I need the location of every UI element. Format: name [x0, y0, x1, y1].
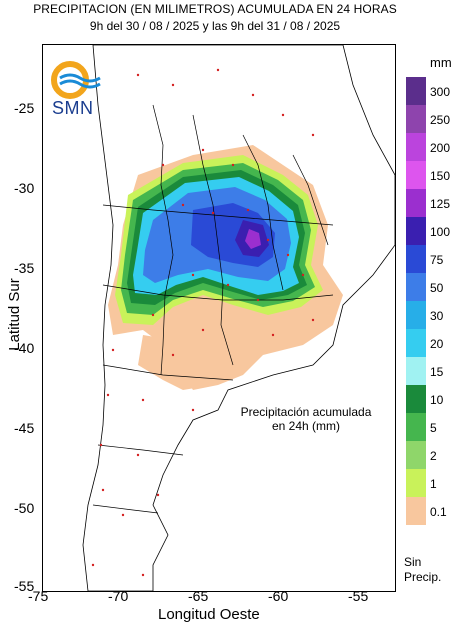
legend-swatch — [406, 245, 426, 273]
legend-label: 100 — [430, 225, 451, 239]
legend-swatch — [406, 133, 426, 161]
annotation-line2: en 24h (mm) — [271, 419, 341, 433]
legend-swatch — [406, 441, 426, 469]
legend-label: 10 — [430, 393, 444, 407]
y-tick-2: -30 — [14, 180, 35, 196]
legend-swatch — [406, 469, 426, 497]
precip-area-125mm — [245, 229, 261, 249]
y-tick-4: -40 — [14, 340, 35, 356]
legend-label: 15 — [430, 365, 444, 379]
legend-label: 300 — [430, 85, 451, 99]
legend-label: 50 — [430, 281, 444, 295]
legend-swatch — [406, 105, 426, 133]
station-markers — [91, 68, 315, 577]
legend-label: 200 — [430, 141, 451, 155]
legend-swatch — [406, 497, 426, 525]
smn-logo-icon — [51, 61, 101, 99]
legend-label: 75 — [430, 253, 444, 267]
legend-swatch — [406, 77, 426, 105]
y-tick-5: -45 — [14, 420, 35, 436]
smn-logo — [50, 60, 108, 122]
province-borders — [92, 104, 334, 514]
map-annotation: Precipitación acumulada en 24h (mm) — [236, 405, 376, 433]
y-tick-7: -55 — [14, 578, 35, 594]
legend-label: 2 — [430, 449, 437, 463]
legend-swatch — [406, 161, 426, 189]
precip-area-south-0-1mm — [138, 335, 213, 390]
legend-swatch — [406, 301, 426, 329]
map-title-line2: 9h del 30 / 08 / 2025 y las 9h del 31 / … — [89, 19, 341, 33]
x-tick-4: -60 — [268, 588, 289, 604]
smn-logo-text: SMN — [52, 98, 94, 118]
legend-label: 5 — [430, 421, 437, 435]
legend-label: 250 — [430, 113, 451, 127]
legend-swatch — [406, 273, 426, 301]
y-tick-3: -35 — [14, 260, 35, 276]
legend-label: 30 — [430, 309, 444, 323]
legend-swatch — [406, 189, 426, 217]
legend-swatch — [406, 385, 426, 413]
x-tick-5: -55 — [348, 588, 369, 604]
y-tick-6: -50 — [14, 500, 35, 516]
precipitation-map — [42, 44, 396, 592]
x-tick-2: -70 — [108, 588, 129, 604]
legend-label: 1 — [430, 477, 437, 491]
legend-label: 20 — [430, 337, 444, 351]
map-canvas — [82, 45, 395, 591]
no-precip-label: Sin Precip. — [404, 555, 442, 584]
x-axis-label: Longitud Oeste — [158, 606, 260, 623]
legend-label: 150 — [430, 169, 451, 183]
legend-unit: mm — [430, 55, 452, 70]
y-tick-1: -25 — [14, 100, 35, 116]
legend-swatch — [406, 357, 426, 385]
legend-colorbar — [406, 77, 426, 525]
legend-label: 0.1 — [430, 505, 447, 519]
legend-label: 125 — [430, 197, 451, 211]
map-title-line1: PRECIPITACION (EN MILIMETROS) ACUMULADA … — [33, 2, 397, 16]
legend-swatch — [406, 413, 426, 441]
legend-swatch — [406, 217, 426, 245]
annotation-line1: Precipitación acumulada — [240, 405, 372, 419]
legend-swatch — [406, 329, 426, 357]
x-tick-3: -65 — [188, 588, 209, 604]
x-tick-1: -75 — [28, 588, 49, 604]
